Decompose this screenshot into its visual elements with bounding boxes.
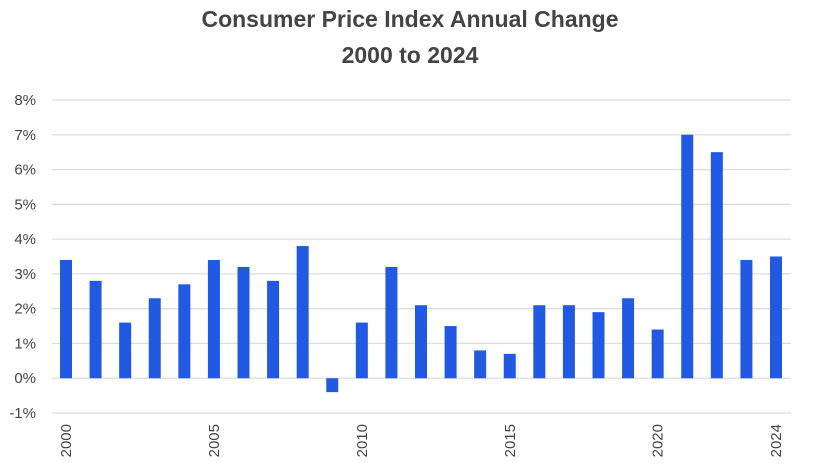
y-tick-label: 7% — [14, 127, 36, 144]
y-tick-label: 0% — [14, 370, 36, 387]
y-tick-label: 1% — [14, 335, 36, 352]
chart-title: Consumer Price Index Annual Change — [201, 6, 619, 32]
chart-subtitle: 2000 to 2024 — [341, 42, 479, 68]
bar-2023 — [740, 259, 753, 379]
x-tick-label: 2000 — [58, 424, 75, 457]
bar-2021 — [681, 134, 694, 379]
bar-2024 — [770, 256, 782, 379]
x-tick-label: 2005 — [206, 424, 223, 457]
bar-2016 — [533, 305, 546, 379]
bar-2014 — [474, 350, 487, 379]
y-tick-label: 4% — [14, 231, 36, 248]
bar-2017 — [562, 305, 575, 379]
bar-2019 — [622, 298, 635, 379]
bar-2015 — [503, 353, 516, 379]
bar-2022 — [710, 152, 723, 379]
bar-2013 — [444, 326, 457, 379]
y-tick-label: -1% — [9, 405, 36, 422]
bar-2006 — [237, 266, 250, 379]
bar-2012 — [415, 305, 427, 379]
bar-2011 — [385, 266, 398, 379]
bar-2020 — [651, 329, 664, 379]
bar-2005 — [207, 259, 220, 379]
y-tick-label: 6% — [14, 162, 36, 179]
x-tick-label: 2020 — [650, 424, 667, 457]
bar-2008 — [296, 246, 309, 379]
bar-2000 — [60, 259, 72, 379]
y-tick-label: 2% — [14, 301, 36, 318]
x-tick-label: 2024 — [768, 424, 785, 457]
bar-2009 — [326, 378, 339, 393]
bar-2004 — [178, 284, 191, 379]
y-tick-label: 5% — [14, 196, 36, 213]
bar-2010 — [355, 322, 368, 379]
y-tick-label: 8% — [14, 92, 36, 109]
bar-2003 — [148, 298, 161, 379]
y-tick-label: 3% — [14, 266, 36, 283]
x-tick-label: 2015 — [502, 424, 519, 457]
bar-2001 — [89, 280, 102, 379]
x-tick-label: 2010 — [354, 424, 371, 457]
bar-2018 — [592, 312, 605, 379]
bar-2007 — [267, 280, 280, 379]
bar-2002 — [119, 322, 132, 379]
